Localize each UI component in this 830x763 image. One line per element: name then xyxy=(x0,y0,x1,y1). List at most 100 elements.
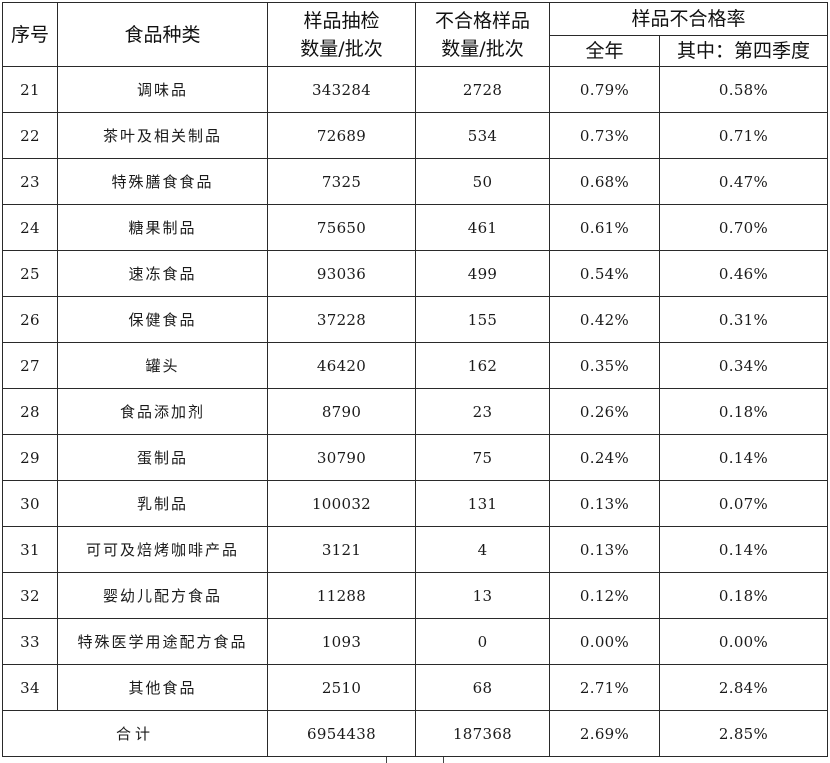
table-row: 33 特殊医学用途配方食品 1093 0 0.00% 0.00% xyxy=(2,618,829,665)
header-seq: 序号 xyxy=(2,2,58,67)
table-row: 27 罐头 46420 162 0.35% 0.34% xyxy=(2,342,829,389)
row-rate-year: 0.13% xyxy=(549,480,660,527)
row-rate-q4: 0.71% xyxy=(658,112,829,159)
row-failed: 534 xyxy=(415,112,550,159)
row-sampled: 30790 xyxy=(267,434,416,481)
row-category: 食品添加剂 xyxy=(57,388,268,435)
table-header: 序号 食品种类 样品抽检 数量/批次 不合格样品 数量/批次 样品不合格率 全年… xyxy=(2,2,829,67)
row-rate-year: 0.26% xyxy=(549,388,660,435)
row-failed: 0 xyxy=(415,618,550,665)
row-rate-q4: 0.14% xyxy=(658,434,829,481)
row-failed: 2728 xyxy=(415,66,550,113)
row-rate-year: 0.54% xyxy=(549,250,660,297)
row-rate-q4: 2.84% xyxy=(658,664,829,711)
row-seq: 32 xyxy=(2,572,58,619)
row-seq: 26 xyxy=(2,296,58,343)
header-failed: 不合格样品 数量/批次 xyxy=(415,2,550,67)
row-rate-year: 2.71% xyxy=(549,664,660,711)
row-rate-year: 0.68% xyxy=(549,158,660,205)
row-rate-q4: 0.47% xyxy=(658,158,829,205)
row-sampled: 46420 xyxy=(267,342,416,389)
table-row: 28 食品添加剂 8790 23 0.26% 0.18% xyxy=(2,388,829,435)
row-category: 调味品 xyxy=(57,66,268,113)
row-sampled: 75650 xyxy=(267,204,416,251)
row-sampled: 343284 xyxy=(267,66,416,113)
table-row: 32 婴幼儿配方食品 11288 13 0.12% 0.18% xyxy=(2,572,829,619)
header-row-2: 全年 其中：第四季度 xyxy=(3,35,829,67)
row-sampled: 7325 xyxy=(267,158,416,205)
row-seq: 30 xyxy=(2,480,58,527)
table-row: 25 速冻食品 93036 499 0.54% 0.46% xyxy=(2,250,829,297)
header-category: 食品种类 xyxy=(57,2,268,67)
row-failed: 131 xyxy=(415,480,550,527)
row-rate-q4: 0.18% xyxy=(658,388,829,435)
row-sampled: 2510 xyxy=(267,664,416,711)
table-row: 21 调味品 343284 2728 0.79% 0.58% xyxy=(2,66,829,113)
row-category: 糖果制品 xyxy=(57,204,268,251)
table-row: 26 保健食品 37228 155 0.42% 0.31% xyxy=(2,296,829,343)
row-failed: 50 xyxy=(415,158,550,205)
row-rate-q4: 0.14% xyxy=(658,526,829,573)
row-rate-q4: 0.34% xyxy=(658,342,829,389)
row-rate-q4: 0.00% xyxy=(658,618,829,665)
row-category: 罐头 xyxy=(57,342,268,389)
row-rate-year: 0.12% xyxy=(549,572,660,619)
row-seq: 21 xyxy=(2,66,58,113)
total-failed: 187368 xyxy=(415,710,550,757)
row-failed: 4 xyxy=(415,526,550,573)
row-rate-q4: 0.07% xyxy=(658,480,829,527)
table-row: 34 其他食品 2510 68 2.71% 2.84% xyxy=(2,664,829,711)
row-rate-q4: 0.46% xyxy=(658,250,829,297)
table-row: 22 茶叶及相关制品 72689 534 0.73% 0.71% xyxy=(2,112,829,159)
row-seq: 34 xyxy=(2,664,58,711)
row-seq: 29 xyxy=(2,434,58,481)
table-row: 24 糖果制品 75650 461 0.61% 0.70% xyxy=(2,204,829,251)
row-category: 保健食品 xyxy=(57,296,268,343)
row-failed: 13 xyxy=(415,572,550,619)
row-rate-year: 0.42% xyxy=(549,296,660,343)
row-rate-q4: 0.31% xyxy=(658,296,829,343)
row-sampled: 100032 xyxy=(267,480,416,527)
header-failed-line2: 数量/批次 xyxy=(441,37,524,60)
total-row: 合计 6954438 187368 2.69% 2.85% xyxy=(2,710,829,757)
row-seq: 33 xyxy=(2,618,58,665)
total-sampled: 6954438 xyxy=(267,710,416,757)
header-sampled: 样品抽检 数量/批次 xyxy=(267,2,416,67)
table-row: 30 乳制品 100032 131 0.13% 0.07% xyxy=(2,480,829,527)
total-rate-year: 2.69% xyxy=(549,710,660,757)
row-failed: 162 xyxy=(415,342,550,389)
row-failed: 68 xyxy=(415,664,550,711)
row-category: 蛋制品 xyxy=(57,434,268,481)
header-rate-q4: 其中：第四季度 xyxy=(658,35,829,67)
row-category: 特殊膳食食品 xyxy=(57,158,268,205)
row-seq: 27 xyxy=(2,342,58,389)
row-category: 特殊医学用途配方食品 xyxy=(57,618,268,665)
row-failed: 23 xyxy=(415,388,550,435)
row-seq: 24 xyxy=(2,204,58,251)
table-row: 31 可可及焙烤咖啡产品 3121 4 0.13% 0.14% xyxy=(2,526,829,573)
row-rate-year: 0.13% xyxy=(549,526,660,573)
row-seq: 23 xyxy=(2,158,58,205)
row-failed: 75 xyxy=(415,434,550,481)
row-category: 速冻食品 xyxy=(57,250,268,297)
row-rate-year: 0.61% xyxy=(549,204,660,251)
header-row-1: 序号 食品种类 样品抽检 数量/批次 不合格样品 数量/批次 样品不合格率 xyxy=(2,2,829,67)
row-category: 其他食品 xyxy=(57,664,268,711)
row-failed: 155 xyxy=(415,296,550,343)
row-sampled: 1093 xyxy=(267,618,416,665)
row-rate-year: 0.35% xyxy=(549,342,660,389)
row-category: 茶叶及相关制品 xyxy=(57,112,268,159)
row-seq: 25 xyxy=(2,250,58,297)
row-rate-q4: 0.70% xyxy=(658,204,829,251)
header-rate-year: 全年 xyxy=(549,35,660,67)
row-rate-year: 0.79% xyxy=(549,66,660,113)
row-seq: 31 xyxy=(2,526,58,573)
total-label: 合计 xyxy=(2,710,268,757)
row-rate-year: 0.00% xyxy=(549,618,660,665)
row-sampled: 93036 xyxy=(267,250,416,297)
row-sampled: 72689 xyxy=(267,112,416,159)
row-seq: 22 xyxy=(2,112,58,159)
row-rate-year: 0.73% xyxy=(549,112,660,159)
row-rate-year: 0.24% xyxy=(549,434,660,481)
